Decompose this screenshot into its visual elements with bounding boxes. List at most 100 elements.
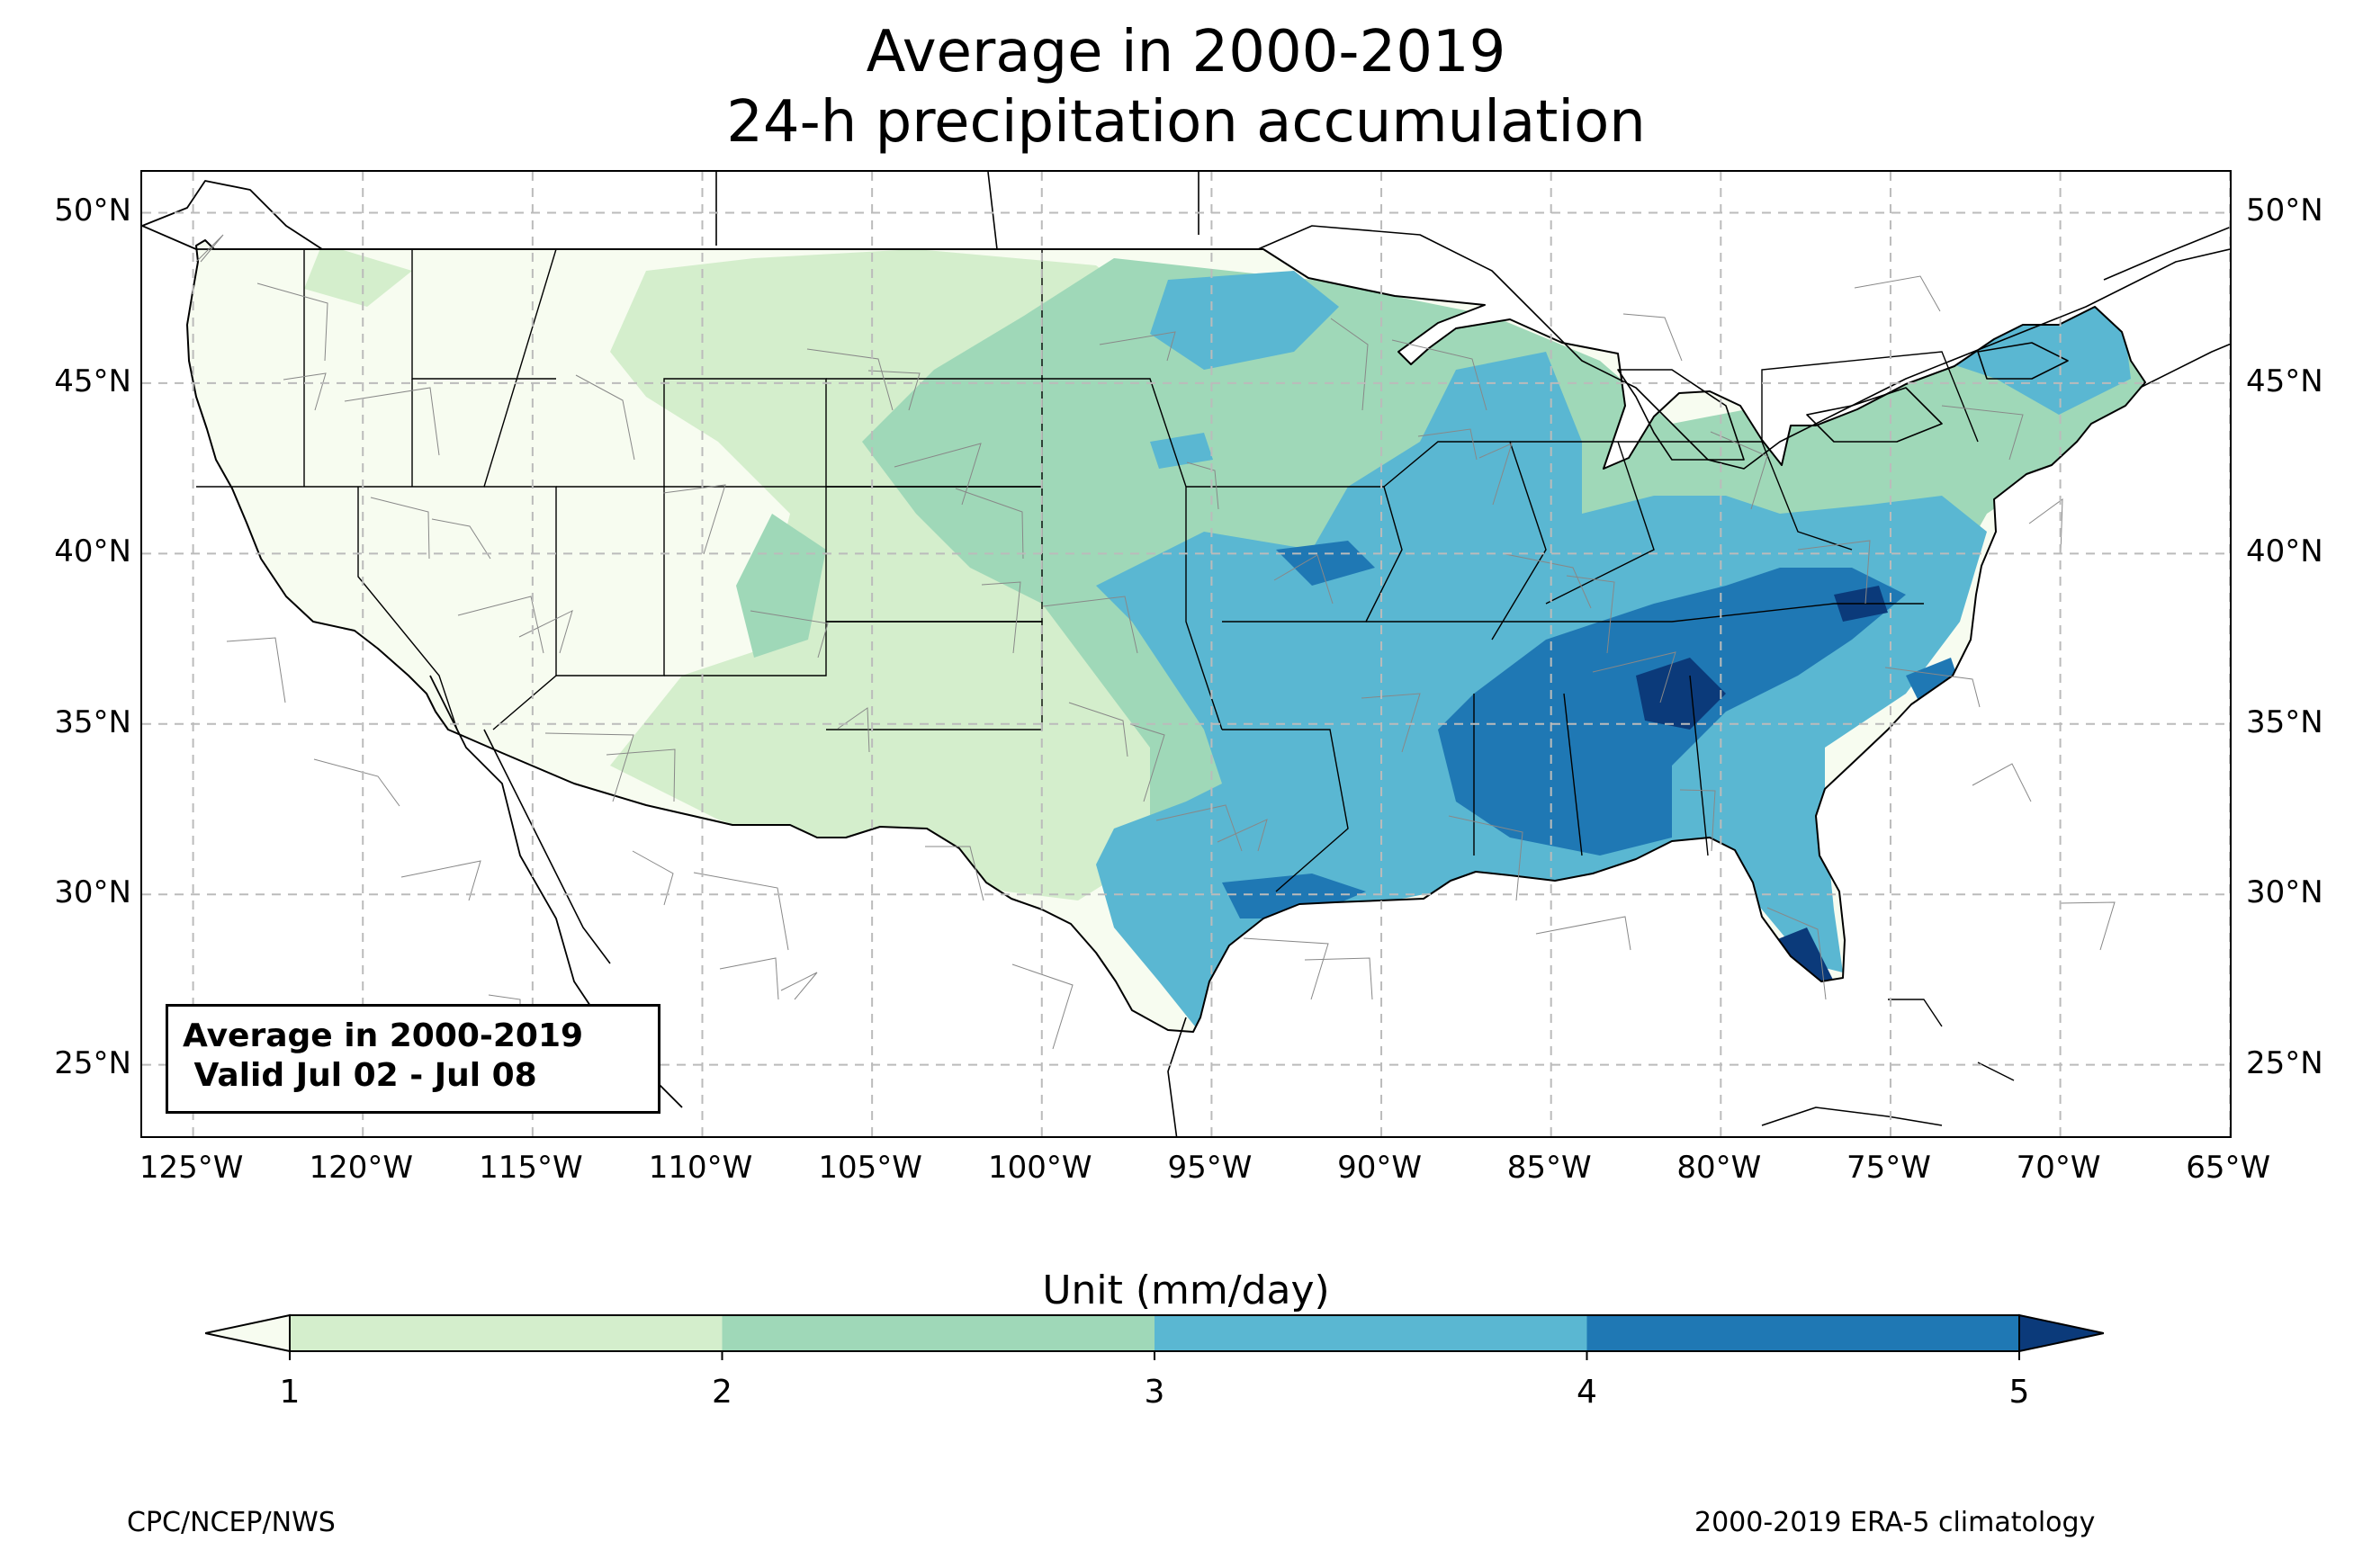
us-outline [186, 239, 2146, 1033]
state-line-ny [1761, 351, 1979, 443]
county-line [1099, 331, 1176, 362]
county-line [344, 387, 440, 456]
colorbar-tick-label: 3 [1144, 1374, 1165, 1411]
county-line [1972, 763, 2032, 802]
colorbar-extend-high [2018, 1313, 2104, 1353]
colorbar-tick-label: 5 [2008, 1374, 2030, 1411]
county-line [1155, 804, 1243, 852]
lat-tick-label-right: 40°N [2246, 533, 2323, 570]
county-line [1273, 554, 1334, 605]
county-line [780, 972, 818, 1000]
county-line [1186, 461, 1219, 510]
county-line [313, 758, 400, 807]
lat-tick-label-right: 25°N [2246, 1044, 2323, 1081]
state-line-ms-al-ga [1473, 675, 1709, 856]
lat-tick-label-left: 25°N [54, 1044, 131, 1081]
lat-tick-label-right: 30°N [2246, 874, 2323, 911]
county-line [925, 846, 984, 901]
map-panel [140, 170, 2232, 1138]
map-title-line-1: Average in 2000-2019 [866, 19, 1506, 85]
county-line [1448, 815, 1523, 901]
lon-tick-label: 90°W [1337, 1150, 1422, 1186]
colorbar-tick-label: 2 [712, 1374, 732, 1411]
precip-region-2-3-4 [736, 514, 826, 658]
lat-tick-label-left: 30°N [54, 874, 131, 911]
lon-tick-label: 125°W [139, 1150, 244, 1186]
county-line [693, 872, 789, 951]
county-line [1884, 667, 1981, 708]
county-line [1243, 937, 1329, 1000]
great-lakes-border [1257, 225, 2230, 470]
lon-tick-label: 95°W [1167, 1150, 1253, 1186]
county-line [1391, 339, 1487, 411]
footer-source: CPC/NCEP/NWS [127, 1507, 336, 1538]
colorbar-tick-label: 4 [1577, 1374, 1597, 1411]
lon-tick-label: 100°W [988, 1150, 1092, 1186]
county-line [2028, 497, 2063, 555]
cuba-coast [1761, 1107, 1943, 1126]
colorbar-segment-4-5 [1586, 1315, 2019, 1351]
precip-region-1-2-1 [304, 244, 412, 307]
county-line [283, 372, 327, 411]
precip-region-above-13 [1636, 658, 1726, 730]
gulf-of-california [483, 729, 611, 964]
lat-tick-label-left: 45°N [54, 363, 131, 399]
precip-region-3-4-6 [1150, 271, 1339, 370]
lake-erie-shore [1806, 387, 1943, 443]
county-line [955, 488, 1024, 560]
county-line [662, 484, 726, 555]
county-line [575, 374, 635, 461]
bc-coast [142, 180, 323, 250]
lon-tick-label: 70°W [2016, 1150, 2101, 1186]
valid-period-box: Average in 2000-2019 Valid Jul 02 - Jul … [166, 1004, 660, 1114]
county-line [1566, 575, 1615, 654]
state-line-tn-nc [1366, 603, 1924, 623]
county-line [1710, 431, 1768, 510]
county-line [719, 957, 779, 1000]
info-box-line-2: Valid Jul 02 - Jul 08 [183, 1057, 537, 1094]
county-line [1797, 540, 1871, 605]
state-line-ca-nv [357, 487, 458, 730]
county-line [1854, 275, 1941, 312]
colorbar-title: Unit (mm/day) [1042, 1268, 1330, 1313]
county-line [1068, 702, 1128, 757]
lat-tick-label-right: 35°N [2246, 703, 2323, 740]
lat-tick-label-right: 45°N [2246, 363, 2323, 399]
county-line [1941, 405, 2024, 461]
state-line-ar-la [1222, 729, 1349, 892]
lon-tick-label: 65°W [2186, 1150, 2271, 1186]
colorbar-segment-3-4 [1155, 1315, 1587, 1351]
county-line [1330, 318, 1369, 411]
lon-tick-label: 105°W [818, 1150, 922, 1186]
county-line [1217, 819, 1268, 852]
mexico-gulf-coast [1167, 1017, 1187, 1136]
county-line [431, 518, 491, 560]
county-line [632, 850, 674, 906]
county-line [256, 282, 328, 362]
state-line-co-nm [664, 486, 827, 676]
county-line [981, 581, 1021, 654]
county-line [1042, 596, 1138, 654]
county-line [1592, 651, 1676, 703]
state-line-az [484, 486, 557, 730]
lake-ontario-shore [1977, 342, 2069, 380]
county-line [1417, 428, 1478, 461]
county-line [544, 732, 634, 802]
state-line-pa-wv [1618, 441, 1853, 551]
precipitation-map [142, 172, 2230, 1136]
county-line [370, 497, 430, 560]
county-line [1304, 957, 1373, 1000]
lat-tick-label-left: 50°N [54, 193, 131, 229]
lon-tick-label: 115°W [479, 1150, 583, 1186]
colorbar [205, 1313, 2104, 1360]
lon-tick-label: 75°W [1846, 1150, 1931, 1186]
county-line [1478, 443, 1513, 506]
county-line [1679, 789, 1716, 852]
colorbar-segment-1-2 [290, 1315, 723, 1351]
county-line [894, 443, 982, 506]
county-line [226, 637, 286, 703]
lat-tick-label-right: 50°N [2246, 193, 2323, 229]
county-line [867, 370, 921, 411]
lon-tick-label: 85°W [1506, 1150, 1592, 1186]
county-line [1505, 553, 1592, 609]
